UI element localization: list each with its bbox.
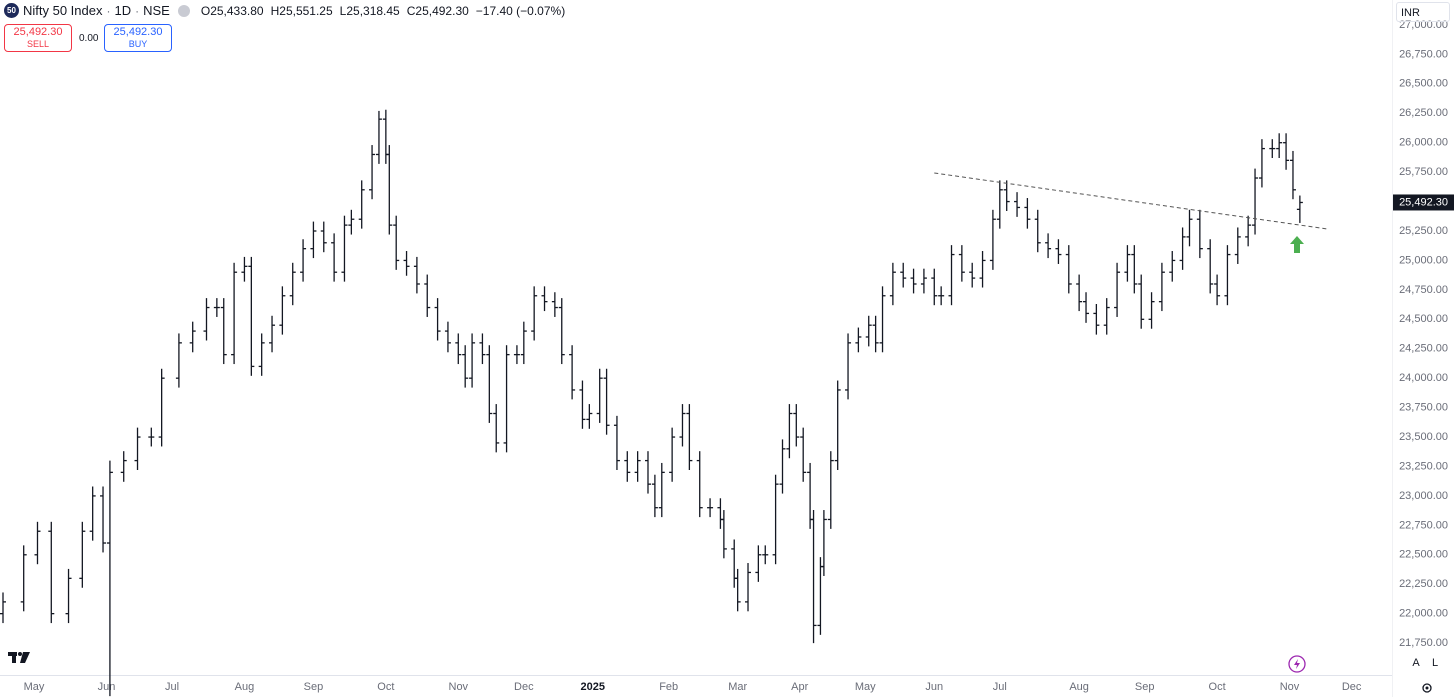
spread: 0.00 <box>79 33 99 44</box>
trendline <box>934 172 1328 230</box>
x-tick-label: Aug <box>235 681 255 693</box>
x-tick-label: Nov <box>449 681 469 693</box>
low-value: 25,318.45 <box>346 3 400 18</box>
x-tick-label: Dec <box>514 681 534 693</box>
x-tick-label: Jun <box>98 681 116 693</box>
high-value: 25,551.25 <box>279 3 333 18</box>
x-tick-label: Mar <box>728 681 747 693</box>
y-tick-label: 22,000.00 <box>1399 608 1448 620</box>
sell-button[interactable]: 25,492.30 SELL <box>4 24 72 52</box>
log-scale-button[interactable]: L <box>1432 657 1438 669</box>
x-tick-label: Sep <box>1135 681 1155 693</box>
symbol-header: 50 Nifty 50 Index · 1D · NSE O 25,433.80… <box>4 3 565 18</box>
y-tick-label: 23,000.00 <box>1399 490 1448 502</box>
y-tick-label: 24,750.00 <box>1399 284 1448 296</box>
auto-scale-button[interactable]: A <box>1412 657 1420 669</box>
y-tick-label: 26,000.00 <box>1399 137 1448 149</box>
separator: · <box>135 3 140 18</box>
sell-label: SELL <box>26 39 50 49</box>
y-tick-label: 26,250.00 <box>1399 107 1448 119</box>
y-tick-label: 24,250.00 <box>1399 343 1448 355</box>
y-tick-label: 26,500.00 <box>1399 78 1448 90</box>
low-label: L <box>339 3 347 18</box>
arrow-up <box>1290 236 1304 253</box>
symbol-name[interactable]: Nifty 50 Index <box>23 3 103 18</box>
settings-icon[interactable] <box>1422 683 1432 693</box>
y-tick-label: 22,750.00 <box>1399 519 1448 531</box>
x-tick-label: Oct <box>1209 681 1226 693</box>
interval[interactable]: 1D <box>114 3 132 18</box>
x-tick-label: Nov <box>1280 681 1300 693</box>
last-price-box <box>1393 194 1454 211</box>
y-tick-label: 26,750.00 <box>1399 48 1448 60</box>
open-value: 25,433.80 <box>210 3 264 18</box>
x-tick-label: Dec <box>1342 681 1362 693</box>
high-label: H <box>270 3 280 18</box>
symbol-badge: 50 <box>4 3 19 18</box>
separator: · <box>106 3 111 18</box>
y-tick-label: 24,500.00 <box>1399 313 1448 325</box>
y-tick-label: 25,250.00 <box>1399 225 1448 237</box>
sell-price: 25,492.30 <box>13 26 63 38</box>
y-tick-label: 24,000.00 <box>1399 372 1448 384</box>
y-tick-label: 22,250.00 <box>1399 578 1448 590</box>
x-tick-label: Aug <box>1069 681 1089 693</box>
x-tick-label: 2025 <box>581 681 605 693</box>
change: −17.40 (−0.07%) <box>475 3 566 18</box>
x-tick-label: Jul <box>993 681 1007 693</box>
y-tick-label: 25,000.00 <box>1399 254 1448 266</box>
x-tick-label: Apr <box>791 681 808 693</box>
y-tick-label: 23,250.00 <box>1399 460 1448 472</box>
x-tick-label: May <box>855 681 876 693</box>
currency-selector[interactable]: INR <box>1396 2 1450 22</box>
y-tick-label: 22,500.00 <box>1399 549 1448 561</box>
y-tick-label: 23,500.00 <box>1399 431 1448 443</box>
x-tick-label: Jun <box>925 681 943 693</box>
y-tick-label: 25,750.00 <box>1399 166 1448 178</box>
open-label: O <box>200 3 211 18</box>
collapse-button[interactable] <box>177 4 190 17</box>
lightning-icon[interactable] <box>1288 655 1306 673</box>
buy-price: 25,492.30 <box>113 26 163 38</box>
close-value: 25,492.30 <box>415 3 469 18</box>
buy-label: BUY <box>128 39 148 49</box>
x-tick-label: Oct <box>377 681 394 693</box>
x-tick-label: Sep <box>304 681 324 693</box>
y-tick-label: 21,750.00 <box>1399 637 1448 649</box>
last-price-label: 25,492.30 <box>1399 196 1448 208</box>
close-label: C <box>406 3 416 18</box>
y-tick-label: 23,750.00 <box>1399 402 1448 414</box>
x-tick-label: Jul <box>165 681 179 693</box>
exchange: NSE <box>143 3 170 18</box>
x-tick-label: Feb <box>659 681 678 693</box>
x-tick-label: May <box>24 681 45 693</box>
buy-button[interactable]: 25,492.30 BUY <box>104 24 172 52</box>
tv-logo <box>8 652 30 663</box>
